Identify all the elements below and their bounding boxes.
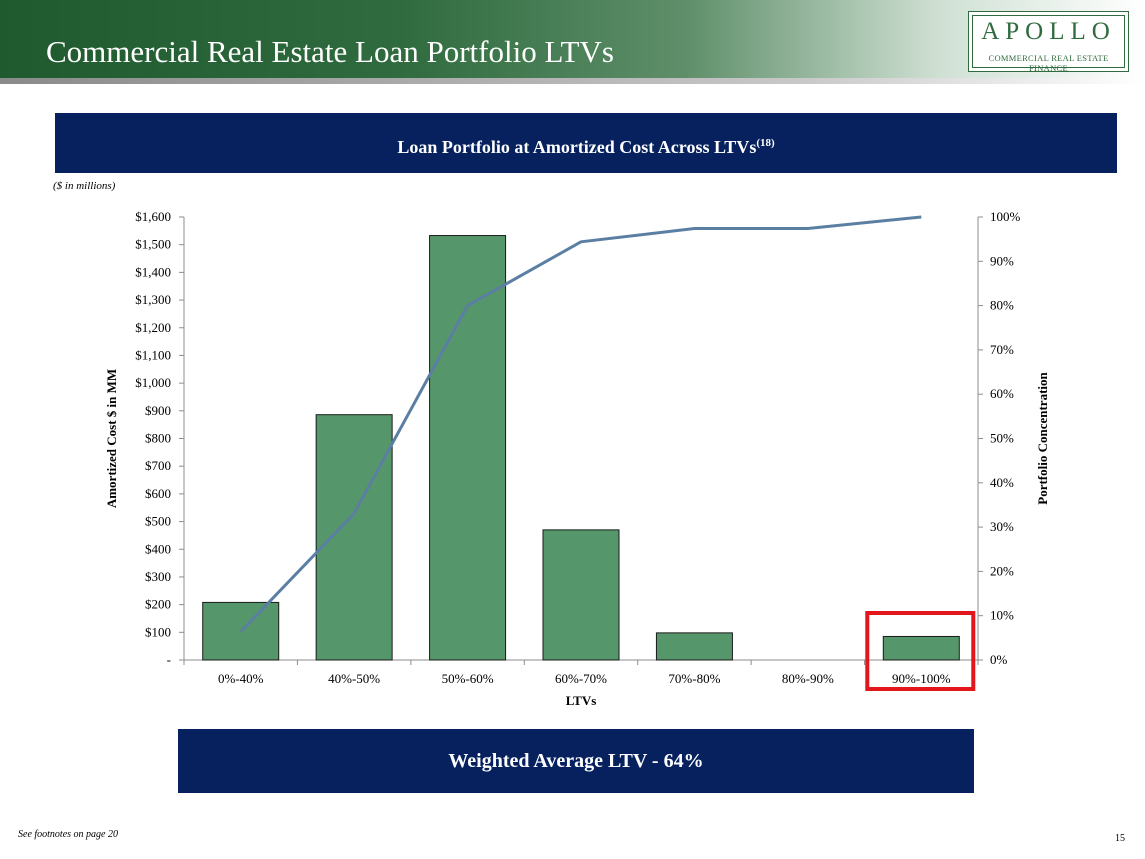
x-tick-label: 70%-80% bbox=[668, 671, 720, 686]
y-tick-label: $900 bbox=[145, 403, 171, 418]
chart-banner-title: Loan Portfolio at Amortized Cost Across … bbox=[397, 137, 757, 157]
y2-tick-label: 60% bbox=[990, 386, 1014, 401]
y-tick-label: $1,600 bbox=[135, 209, 171, 224]
y2-tick-label: 10% bbox=[990, 608, 1014, 623]
chart-banner: Loan Portfolio at Amortized Cost Across … bbox=[55, 113, 1117, 173]
y-tick-label: $400 bbox=[145, 541, 171, 556]
y-tick-label: $600 bbox=[145, 486, 171, 501]
logo-frame bbox=[972, 15, 1125, 68]
bar bbox=[315, 414, 393, 661]
y2-tick-label: 70% bbox=[990, 342, 1014, 357]
y-tick-label: $1,000 bbox=[135, 375, 171, 390]
y-tick-label: $100 bbox=[145, 624, 171, 639]
bar bbox=[655, 632, 733, 661]
highlight-box bbox=[865, 611, 976, 691]
bar bbox=[429, 235, 507, 661]
y2-tick-label: 100% bbox=[990, 209, 1021, 224]
y2-tick-label: 0% bbox=[990, 652, 1008, 667]
y-tick-label: $1,300 bbox=[135, 292, 171, 307]
y2-axis-title: Portfolio Concentration bbox=[1035, 371, 1050, 504]
y2-tick-label: 20% bbox=[990, 563, 1014, 578]
y-tick-label: $800 bbox=[145, 431, 171, 446]
units-note: ($ in millions) bbox=[53, 180, 116, 192]
y2-tick-label: 90% bbox=[990, 253, 1014, 268]
y-tick-label: $200 bbox=[145, 597, 171, 612]
page-title: Commercial Real Estate Loan Portfolio LT… bbox=[46, 34, 614, 69]
y-tick-label: $1,100 bbox=[135, 347, 171, 362]
y-axis-title: Amortized Cost $ in MM bbox=[104, 369, 119, 508]
y2-tick-label: 40% bbox=[990, 475, 1014, 490]
y-tick-label: $300 bbox=[145, 569, 171, 584]
logo-subtitle: COMMERCIAL REAL ESTATE FINANCE bbox=[988, 53, 1109, 73]
x-axis-title: LTVs bbox=[566, 693, 597, 708]
footnote-reference: See footnotes on page 20 bbox=[18, 829, 118, 840]
x-tick-label: 90%-100% bbox=[892, 671, 951, 686]
x-tick-label: 40%-50% bbox=[328, 671, 380, 686]
y2-tick-label: 30% bbox=[990, 519, 1014, 534]
y-tick-label: $1,200 bbox=[135, 320, 171, 335]
bar bbox=[542, 529, 620, 661]
concentration-line bbox=[239, 215, 922, 633]
x-tick-label: 50%-60% bbox=[442, 671, 494, 686]
weighted-average-ltv: Weighted Average LTV - 64% bbox=[178, 729, 974, 793]
y-tick-label: - bbox=[167, 652, 171, 667]
y2-tick-label: 50% bbox=[990, 431, 1014, 446]
y-tick-label: $700 bbox=[145, 458, 171, 473]
page-number: 15 bbox=[1115, 833, 1125, 844]
chart-banner-footnote-ref: (18) bbox=[756, 137, 775, 149]
x-tick-label: 80%-90% bbox=[782, 671, 834, 686]
logo-word: APOLLO bbox=[981, 18, 1116, 45]
header-divider bbox=[0, 78, 1145, 84]
bar bbox=[882, 635, 960, 661]
header-bar bbox=[0, 0, 1145, 78]
y-tick-label: $1,400 bbox=[135, 264, 171, 279]
y-tick-label: $1,500 bbox=[135, 237, 171, 252]
x-tick-label: 0%-40% bbox=[218, 671, 264, 686]
apollo-logo: APOLLO COMMERCIAL REAL ESTATE FINANCE bbox=[968, 11, 1129, 73]
y-tick-label: $500 bbox=[145, 514, 171, 529]
y2-tick-label: 80% bbox=[990, 298, 1014, 313]
x-tick-label: 60%-70% bbox=[555, 671, 607, 686]
